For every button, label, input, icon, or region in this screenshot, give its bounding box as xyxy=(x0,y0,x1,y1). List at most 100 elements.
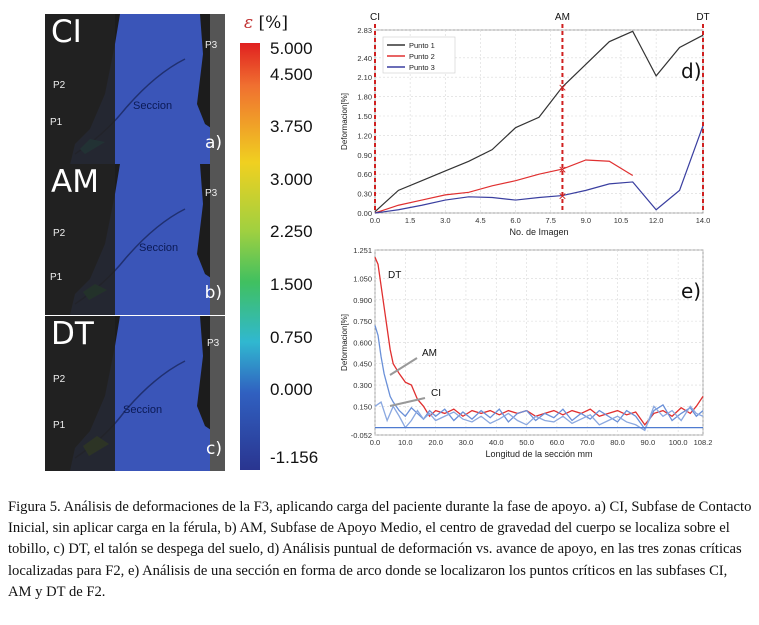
fea-contour-image xyxy=(45,14,225,165)
colorbar-tick: 4.500 xyxy=(270,65,313,84)
y-tick-label: 0.900 xyxy=(353,296,372,305)
series-line xyxy=(374,159,634,214)
x-tick-label: 20.0 xyxy=(428,438,443,447)
x-tick-label: 40.0 xyxy=(489,438,504,447)
x-tick-label: 50.0 xyxy=(519,438,534,447)
y-tick-label: 2.10 xyxy=(357,73,372,82)
x-tick-label: 108.2 xyxy=(694,438,713,447)
fea-panel-dt: DT P3 P2 P1 Seccion c) xyxy=(45,316,225,471)
y-tick-label: 1.20 xyxy=(357,131,372,140)
x-tick-label: 14.0 xyxy=(696,216,711,225)
panel-title: DT xyxy=(51,316,94,352)
y-axis-label: Deformacion[%] xyxy=(340,314,349,371)
panel-title: AM xyxy=(51,164,99,200)
panel-sublabel: a) xyxy=(204,133,222,153)
intersection-marker: × xyxy=(558,163,567,176)
series-line xyxy=(374,30,704,213)
point-label-p1: P1 xyxy=(53,420,66,431)
caption-text: Análisis de deformaciones de la F3, apli… xyxy=(8,499,752,600)
x-tick-label: 60.0 xyxy=(550,438,565,447)
intersection-marker: × xyxy=(558,81,567,94)
x-tick-label: 6.0 xyxy=(510,216,520,225)
panel-sublabel: c) xyxy=(206,439,222,459)
intersection-marker: × xyxy=(558,190,567,203)
y-tick-label: 0.600 xyxy=(353,338,372,347)
point-label-p3: P3 xyxy=(205,40,218,51)
series-line xyxy=(374,256,704,426)
colorbar-tick: 3.750 xyxy=(270,117,313,136)
panel-sublabel: b) xyxy=(204,283,222,303)
section-label: Seccion xyxy=(123,404,163,416)
colorbar-tick: -1.156 xyxy=(270,448,319,467)
point-label-p3: P3 xyxy=(207,338,220,349)
panel-title: CI xyxy=(51,14,82,50)
figure-label: Figura 5. xyxy=(8,499,61,515)
annotation-ci: CI xyxy=(431,388,441,399)
annotation-am: AM xyxy=(422,348,437,359)
point-label-p2: P2 xyxy=(53,374,66,385)
strain-symbol: ε xyxy=(244,13,254,33)
section-label: Seccion xyxy=(133,100,173,112)
colorbar-tick: 1.500 xyxy=(270,275,313,294)
y-tick-label: 1.50 xyxy=(357,112,372,121)
x-tick-label: 90.0 xyxy=(641,438,656,447)
series-line xyxy=(374,125,704,214)
panel-label: e) xyxy=(681,279,701,303)
y-tick-label: -0.052 xyxy=(351,431,372,440)
x-tick-label: 10.5 xyxy=(614,216,629,225)
y-tick-label: 1.251 xyxy=(353,246,372,255)
x-tick-label: 0.0 xyxy=(370,438,380,447)
y-tick-label: 0.300 xyxy=(353,381,372,390)
y-tick-label: 0.450 xyxy=(353,360,372,369)
x-tick-label: 7.5 xyxy=(545,216,555,225)
fea-contour-image xyxy=(45,164,225,315)
x-axis-label: No. de Imagen xyxy=(509,227,568,237)
point-label-p1: P1 xyxy=(50,272,63,283)
annotation-dt: DT xyxy=(388,270,401,281)
point-label-p2: P2 xyxy=(53,228,66,239)
x-tick-label: 10.0 xyxy=(398,438,413,447)
annotation-arrow xyxy=(389,357,418,376)
x-tick-label: 70.0 xyxy=(580,438,595,447)
phase-marker-label: AM xyxy=(555,12,570,23)
colorbar-tick: 0.000 xyxy=(270,380,313,399)
x-tick-label: 100.0 xyxy=(669,438,688,447)
legend-label: Punto 3 xyxy=(409,63,435,72)
point-label-p3: P3 xyxy=(205,188,218,199)
figure-caption: Figura 5. Análisis de deformaciones de l… xyxy=(8,497,753,603)
y-tick-label: 2.83 xyxy=(357,26,372,35)
x-tick-label: 9.0 xyxy=(581,216,591,225)
x-tick-label: 80.0 xyxy=(610,438,625,447)
x-tick-label: 3.0 xyxy=(440,216,450,225)
y-tick-label: 0.750 xyxy=(353,317,372,326)
fea-panel-am: AM P3 P2 P1 Seccion b) xyxy=(45,164,225,315)
x-tick-label: 0.0 xyxy=(370,216,380,225)
colorbar-title: ε [%] xyxy=(244,13,288,33)
annotation-arrow xyxy=(389,397,426,407)
x-tick-label: 30.0 xyxy=(459,438,474,447)
legend-label: Punto 2 xyxy=(409,52,435,61)
colorbar-tick: 0.750 xyxy=(270,328,313,347)
panel-label: d) xyxy=(681,59,702,83)
legend-label: Punto 1 xyxy=(409,41,435,50)
y-tick-label: 0.00 xyxy=(357,209,372,218)
x-tick-label: 4.5 xyxy=(475,216,485,225)
colorbar-tick: 5.000 xyxy=(270,39,313,58)
phase-marker-label: DT xyxy=(696,12,709,23)
phase-marker-label: CI xyxy=(370,12,380,23)
y-tick-label: 2.40 xyxy=(357,54,372,63)
colorbar-tick: 2.250 xyxy=(270,222,313,241)
x-tick-label: 12.0 xyxy=(649,216,664,225)
y-axis-label: Deformacion[%] xyxy=(340,93,349,150)
x-axis-label: Longitud de la sección mm xyxy=(485,449,592,459)
y-tick-label: 0.30 xyxy=(357,190,372,199)
x-tick-label: 1.5 xyxy=(405,216,415,225)
y-tick-label: 0.150 xyxy=(353,402,372,411)
fea-contour-image xyxy=(45,316,225,471)
point-label-p2: P2 xyxy=(53,80,66,91)
colorbar-gradient xyxy=(240,43,260,470)
chart-e-section-strain: -0.052 0.150 0.300 0.450 0.600 0.750 0.900 1.05… xyxy=(340,246,713,459)
chart-d-point-strain: 0.00 0.30 0.60 0.90 1.20 1.50 1.80 2.10 2.40 2.83… xyxy=(340,12,711,237)
y-tick-label: 1.050 xyxy=(353,275,372,284)
fea-panel-ci: CI P3 P2 P1 Seccion a) xyxy=(45,14,225,165)
